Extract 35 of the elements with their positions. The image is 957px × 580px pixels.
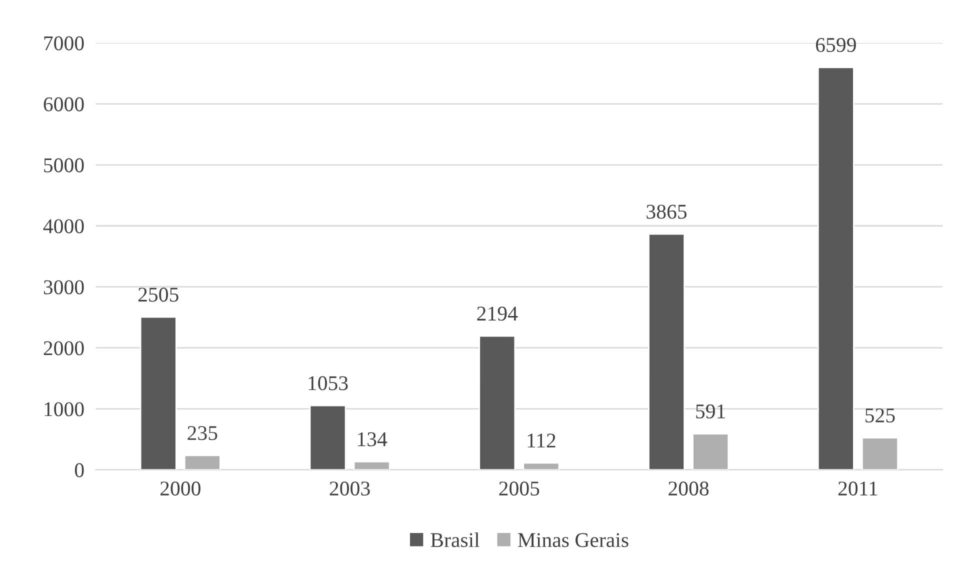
y-tick-label: 2000 — [44, 341, 84, 356]
legend-label: Minas Gerais — [518, 533, 628, 548]
x-tick-label: 2011 — [838, 482, 878, 496]
bar — [861, 437, 898, 470]
bar — [478, 335, 516, 470]
y-tick-label: 7000 — [44, 36, 84, 50]
bar — [140, 316, 177, 470]
x-tick-label: 2008 — [668, 482, 709, 496]
data-label: 2194 — [477, 306, 518, 321]
bar — [353, 460, 390, 470]
bar — [692, 433, 730, 470]
legend-label: Brasil — [430, 532, 480, 548]
data-label: 235 — [188, 426, 218, 440]
data-label: 2505 — [138, 288, 178, 302]
data-label: 134 — [358, 432, 388, 446]
x-tick-label: 2005 — [499, 482, 540, 496]
y-tick-label: 6000 — [44, 97, 84, 112]
data-label: 6599 — [816, 38, 856, 52]
y-tick-label: 3000 — [44, 280, 84, 294]
data-label: 3865 — [646, 204, 687, 219]
x-tick-label: 2003 — [330, 482, 370, 496]
bar — [522, 462, 560, 470]
data-label: 1053 — [308, 376, 348, 390]
y-tick-label: 5000 — [44, 158, 84, 172]
bar — [184, 454, 221, 470]
y-tick-label: 0 — [74, 463, 84, 478]
bar — [648, 233, 686, 470]
y-tick-label: 1000 — [44, 402, 84, 416]
data-label: 525 — [866, 408, 895, 422]
bar — [309, 404, 346, 470]
data-label: 591 — [696, 404, 725, 418]
y-tick-label: 4000 — [43, 219, 84, 234]
data-label: 112 — [528, 434, 556, 448]
x-tick-label: 2000 — [160, 482, 200, 496]
bar — [817, 66, 854, 470]
